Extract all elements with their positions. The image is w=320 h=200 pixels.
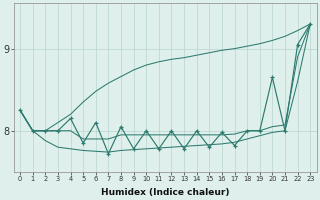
X-axis label: Humidex (Indice chaleur): Humidex (Indice chaleur) [101, 188, 229, 197]
